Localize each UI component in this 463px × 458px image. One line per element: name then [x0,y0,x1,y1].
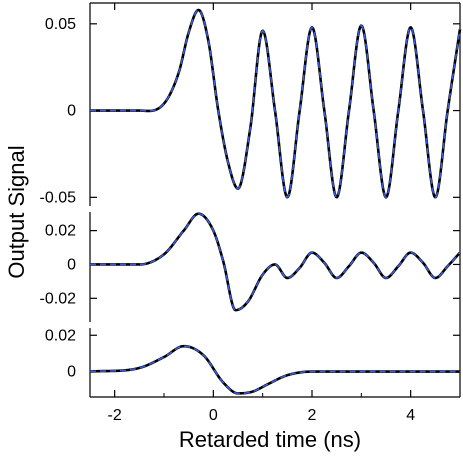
x-axis-label: Retarded time (ns) [179,427,361,452]
y-tick-label-middle: 0 [67,256,76,273]
y-tick-label-middle: -0.02 [40,290,77,307]
series-line-dashed-top [90,9,461,199]
x-tick-label: -2 [108,407,122,424]
y-tick-label-middle: 0.02 [45,223,76,240]
series-line-solid-bottom [89,344,461,395]
series-line-dashed-middle [90,212,461,311]
x-tick-label: 4 [406,407,415,424]
y-tick-label-top: 0 [67,103,76,120]
y-tick-label-top: 0.05 [45,16,76,33]
y-tick-label-bottom: 0.02 [45,327,76,344]
y-tick-label-top: -0.05 [40,189,77,206]
x-tick-label: 2 [308,407,317,424]
series-line-solid-top [89,8,462,199]
x-tick-label: 0 [209,407,218,424]
series-line-solid-middle [89,212,461,312]
series-line-dashed-bottom [89,345,460,395]
y-tick-label-bottom: 0 [67,364,76,381]
y-axis-label: Output Signal [4,145,29,278]
